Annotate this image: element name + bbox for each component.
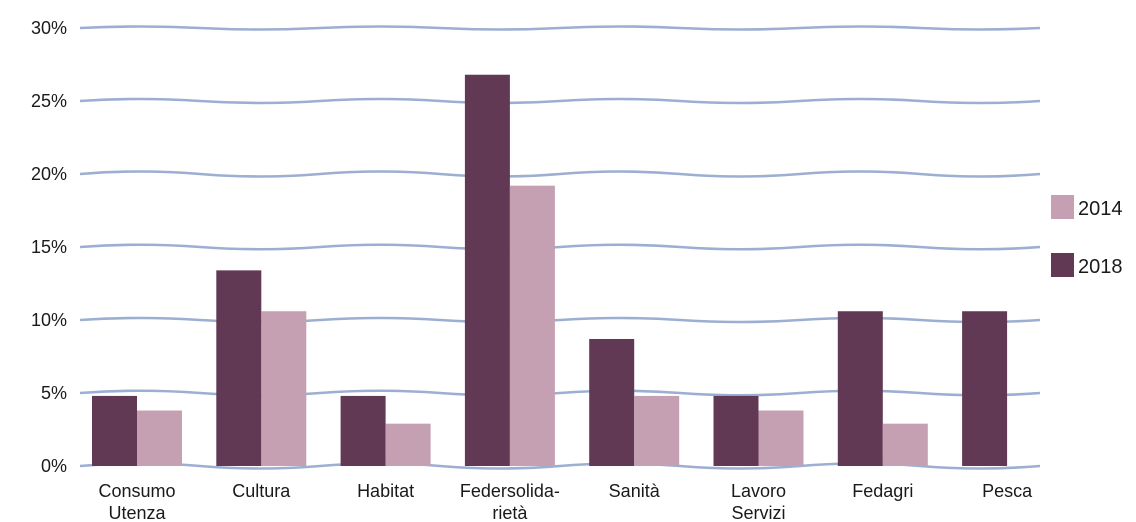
bar-2018 [92,395,137,466]
x-tick-label: Sanità [609,481,661,501]
x-tick-label: Lavoro [731,481,786,501]
legend-swatch-2014 [1051,195,1074,219]
x-tick-label: rietà [492,503,528,522]
y-tick-label: 0% [41,456,67,476]
y-tick-label: 25% [31,91,67,111]
bar-2014 [385,423,431,466]
x-tick-label: Pesca [982,481,1033,501]
bar-2018 [216,270,262,466]
bar-2018 [713,395,759,466]
gridline [79,170,1041,178]
bar-2014 [261,311,307,466]
legend-swatch-2018 [1051,253,1074,277]
y-tick-label: 15% [31,237,67,257]
x-tick-label: Fedagri [852,481,913,501]
bar-2018 [340,395,386,466]
bar-2014 [509,185,555,466]
x-tick-label: Habitat [357,481,414,501]
bar-2014 [137,410,182,466]
gridline [79,25,1041,31]
bar-2018 [962,311,1008,466]
gridline [79,97,1041,105]
legend: 2014 2018 [1051,195,1123,278]
bar-2014 [758,410,804,466]
y-tick-label: 30% [31,18,67,38]
bar-2014 [634,395,680,466]
y-axis: 0% 5% 10% 15% 20% 25% 30% [31,18,67,476]
y-tick-label: 5% [41,383,67,403]
y-tick-label: 10% [31,310,67,330]
x-axis: Consumo Utenza Cultura Habitat Federsolida-r… [98,481,1033,522]
bar-2014 [882,423,928,466]
x-tick-label: Utenza [108,503,166,522]
x-tick-label: Cultura [232,481,291,501]
bar-2018 [837,311,883,466]
x-tick-label: Servizi [731,503,785,522]
x-tick-label: Federsolida- [460,481,560,501]
legend-label: 2014 [1078,198,1123,220]
gridline [79,243,1041,251]
bars [92,74,1008,466]
bar-2018 [589,338,635,466]
x-tick-label: Consumo [98,481,175,501]
bar-2018 [464,74,510,466]
legend-label: 2018 [1078,256,1123,278]
y-tick-label: 20% [31,164,67,184]
